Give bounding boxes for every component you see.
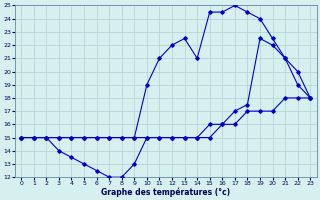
X-axis label: Graphe des températures (°c): Graphe des températures (°c) [101, 187, 230, 197]
